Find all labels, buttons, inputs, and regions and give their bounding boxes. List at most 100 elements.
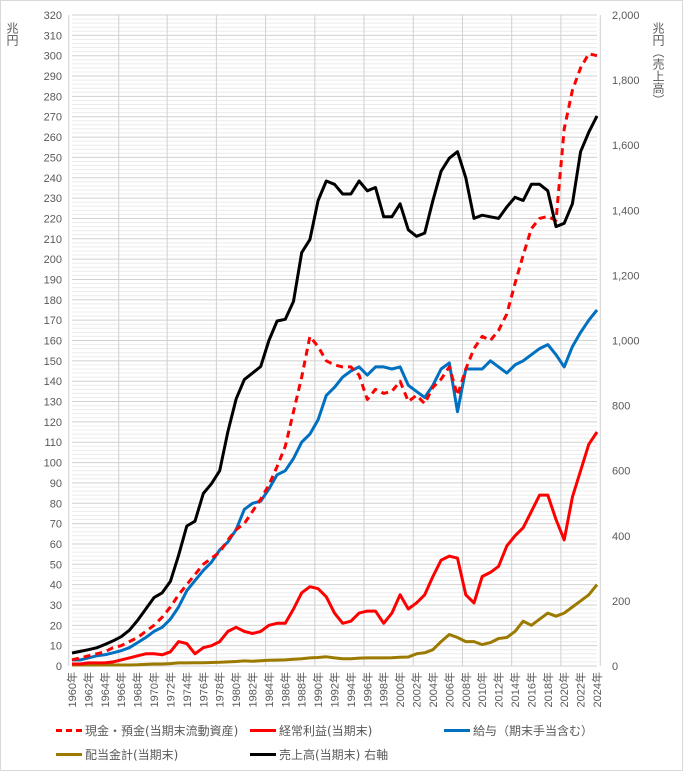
x-tick-label: 1996年 [360, 672, 374, 707]
x-tick-label: 1994年 [344, 672, 358, 707]
left-tick-label: 50 [50, 559, 62, 571]
x-tick-label: 1980年 [229, 672, 243, 707]
left-tick-label: 80 [50, 498, 62, 510]
left-axis-title: 兆円 [5, 22, 19, 46]
x-tick-label: 1960年 [65, 672, 79, 707]
left-tick-label: 130 [44, 397, 62, 409]
x-tick-label: 1962年 [81, 672, 95, 707]
right-axis-title: 兆円（売上高） [651, 22, 665, 106]
x-tick-label: 2004年 [426, 672, 440, 707]
legend-label: 現金・預金(当期末流動資産) [85, 724, 239, 738]
x-tick-label: 2020年 [557, 672, 571, 707]
left-tick-label: 30 [50, 600, 62, 612]
legend-item-dividends[interactable]: 配当金計(当期末) [56, 746, 178, 763]
x-tick-label: 2008年 [459, 672, 473, 707]
legend-swatch-gold-icon [56, 753, 82, 756]
left-tick-label: 0 [56, 661, 62, 673]
right-tick-label: 2,000 [612, 10, 640, 22]
x-tick-label: 2018年 [541, 672, 555, 707]
x-tick-label: 1968年 [131, 672, 145, 707]
legend-item-sales[interactable]: 売上高(当期末) 右軸 [250, 746, 388, 763]
x-tick-label: 2002年 [410, 672, 424, 707]
x-tick-label: 2016年 [524, 672, 538, 707]
left-tick-label: 280 [44, 91, 62, 103]
x-tick-label: 1972年 [163, 672, 177, 707]
series-lines [71, 52, 599, 667]
legend-item-cash[interactable]: 現金・預金(当期末流動資産) [56, 722, 238, 739]
right-tick-label: 1,400 [612, 205, 640, 217]
legend-swatch-dashed-red-icon [56, 729, 82, 732]
x-tick-label: 1998年 [377, 672, 391, 707]
x-tick-label: 2006年 [442, 672, 456, 707]
left-tick-label: 20 [50, 620, 62, 632]
right-axis-ticks: 0 200 400 600 800 1,000 1,200 1,400 1,600 1,800 2,… [612, 10, 640, 673]
left-tick-label: 210 [44, 234, 62, 246]
left-tick-label: 240 [44, 173, 62, 185]
left-tick-label: 230 [44, 193, 62, 205]
left-tick-label: 70 [50, 519, 62, 531]
left-tick-label: 310 [44, 30, 62, 42]
x-tick-label: 1974年 [180, 672, 194, 707]
right-tick-label: 800 [612, 401, 630, 413]
left-tick-label: 270 [44, 112, 62, 124]
right-tick-label: 1,600 [612, 140, 640, 152]
x-tick-label: 1984年 [262, 672, 276, 707]
left-tick-label: 180 [44, 295, 62, 307]
legend-item-salary[interactable]: 給与（期末手当含む） [444, 722, 593, 739]
left-tick-label: 120 [44, 417, 62, 429]
legend-swatch-blue-icon [444, 729, 470, 732]
right-tick-label: 1,000 [612, 336, 640, 348]
left-tick-label: 140 [44, 376, 62, 388]
legend-label: 経常利益(当期末) [279, 724, 373, 738]
left-tick-label: 10 [50, 641, 62, 653]
left-tick-label: 170 [44, 315, 62, 327]
legend-label: 配当金計(当期末) [85, 748, 179, 762]
series-line-2 [72, 309, 599, 662]
series-line-3 [72, 583, 599, 667]
gridlines [68, 14, 601, 667]
x-tick-label: 1978年 [213, 672, 227, 707]
x-tick-label: 2022年 [574, 672, 588, 707]
x-tick-label: 1990年 [311, 672, 325, 707]
left-tick-label: 290 [44, 71, 62, 83]
x-tick-label: 2012年 [492, 672, 506, 707]
x-axis-ticks: 1960年 1962年 1964年 1966年 1968年 1970年 1972年 1974年… [65, 672, 604, 707]
series-line-4 [71, 115, 599, 655]
legend-item-ordinary-profit[interactable]: 経常利益(当期末) [250, 722, 372, 739]
line-chart: 0 10 20 30 40 50 60 70 80 90 100 110 120 130 140 150 160… [5, 10, 665, 707]
legend-swatch-black-icon [250, 753, 276, 756]
legend-label: 給与（期末手当含む） [473, 724, 594, 738]
x-tick-label: 1976年 [196, 672, 210, 707]
x-tick-label: 2000年 [393, 672, 407, 707]
left-tick-label: 260 [44, 132, 62, 144]
x-tick-label: 1986年 [278, 672, 292, 707]
legend: 現金・預金(当期末流動資産) 経常利益(当期末) 給与（期末手当含む） 配当金計… [0, 716, 683, 771]
left-axis-ticks: 0 10 20 30 40 50 60 70 80 90 100 110 120 130 140 150 160… [44, 10, 62, 673]
x-tick-label: 1966年 [114, 672, 128, 707]
x-tick-label: 1982年 [245, 672, 259, 707]
left-tick-label: 100 [44, 458, 62, 470]
x-tick-label: 1992年 [328, 672, 342, 707]
x-tick-label: 1988年 [295, 672, 309, 707]
right-tick-label: 600 [612, 466, 630, 478]
x-tick-label: 2014年 [508, 672, 522, 707]
left-tick-label: 190 [44, 274, 62, 286]
right-tick-label: 1,200 [612, 270, 640, 282]
x-tick-label: 2010年 [475, 672, 489, 707]
right-tick-label: 0 [612, 661, 618, 673]
series-line-1 [72, 431, 599, 666]
left-tick-label: 60 [50, 539, 62, 551]
left-tick-label: 300 [44, 51, 62, 63]
left-tick-label: 90 [50, 478, 62, 490]
x-tick-label: 1964年 [98, 672, 112, 707]
left-tick-label: 250 [44, 152, 62, 164]
left-tick-label: 40 [50, 580, 62, 592]
right-tick-label: 200 [612, 596, 630, 608]
left-tick-label: 200 [44, 254, 62, 266]
left-tick-label: 160 [44, 336, 62, 348]
legend-label: 売上高(当期末) 右軸 [279, 748, 389, 762]
series-line-0 [71, 52, 598, 662]
left-tick-label: 150 [44, 356, 62, 368]
left-tick-label: 320 [44, 10, 62, 22]
left-tick-label: 110 [44, 437, 62, 449]
